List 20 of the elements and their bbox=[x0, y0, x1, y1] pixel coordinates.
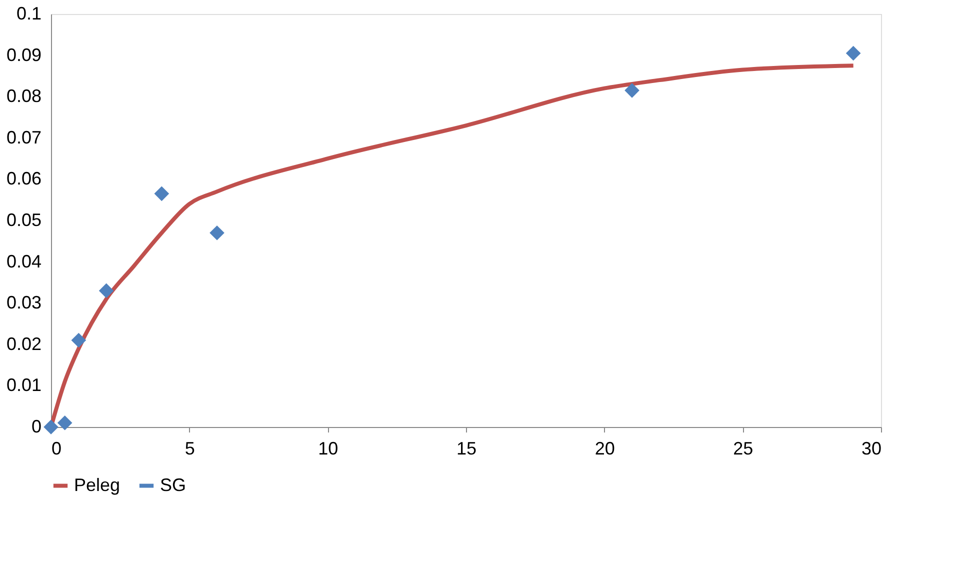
y-tick-label: 0.02 bbox=[6, 334, 42, 354]
y-tick-label: 0.06 bbox=[6, 168, 42, 189]
y-tick-label: 0 bbox=[31, 416, 42, 436]
x-tick-label: 10 bbox=[318, 438, 338, 458]
legend-label: Peleg bbox=[74, 474, 120, 495]
x-tick-label: 20 bbox=[594, 438, 615, 458]
x-tick-label: 30 bbox=[861, 438, 882, 458]
y-tick-label: 0.1 bbox=[16, 4, 42, 24]
y-tick-label: 0.08 bbox=[6, 86, 42, 106]
x-tick-label: 15 bbox=[456, 438, 477, 458]
y-tick-label: 0.07 bbox=[6, 127, 42, 148]
y-tick-label: 0.05 bbox=[6, 210, 42, 230]
x-tick-label: 25 bbox=[733, 438, 754, 458]
x-tick-label: 5 bbox=[184, 438, 195, 458]
y-tick-label: 0.04 bbox=[6, 251, 42, 272]
y-tick-label: 0.03 bbox=[6, 292, 42, 313]
y-tick-label: 0.09 bbox=[6, 44, 42, 65]
legend-label: SG bbox=[160, 474, 186, 495]
x-tick-label: 0 bbox=[52, 438, 62, 458]
y-tick-label: 0.01 bbox=[6, 375, 42, 396]
